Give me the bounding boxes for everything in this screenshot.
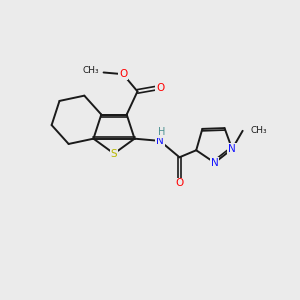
Text: O: O: [176, 178, 184, 188]
Text: N: N: [228, 144, 236, 154]
Text: O: O: [119, 69, 127, 79]
Text: CH₃: CH₃: [82, 67, 99, 76]
Text: H: H: [158, 128, 165, 137]
Text: S: S: [111, 148, 117, 159]
Text: N: N: [211, 158, 218, 168]
Text: CH₃: CH₃: [250, 126, 267, 135]
Text: N: N: [156, 136, 164, 146]
Text: O: O: [156, 82, 164, 92]
